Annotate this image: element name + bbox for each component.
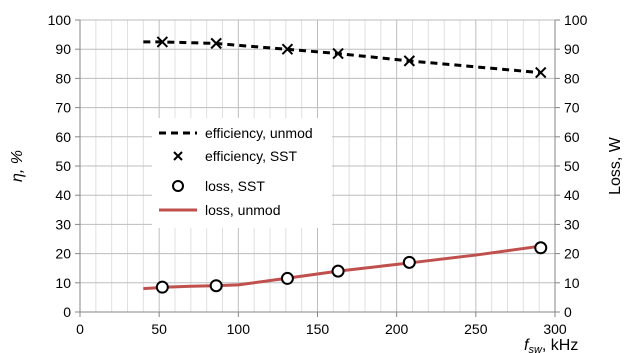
- y-right-tick-label: 0: [564, 304, 572, 320]
- legend-item-efficiency-sst: efficiency, SST: [173, 148, 298, 164]
- x-tick-label: 250: [464, 321, 488, 337]
- y-right-tick-label: 80: [564, 70, 580, 86]
- y-right-tick-label: 50: [564, 158, 580, 174]
- y-right-tick-label: 40: [564, 187, 580, 203]
- x-axis-title-subscript: sw: [528, 344, 543, 353]
- data-point-loss-sst: [534, 241, 548, 255]
- y-right-tick-label: 90: [564, 41, 580, 57]
- data-point-efficiency-sst: [332, 47, 344, 60]
- data-point-loss-sst: [209, 279, 223, 293]
- y-left-tick-label: 40: [55, 187, 71, 203]
- data-point-loss-sst: [155, 280, 169, 294]
- legend-item-efficiency-unmod: efficiency, unmod: [159, 125, 313, 141]
- y-left-tick-label: 70: [55, 100, 71, 116]
- data-point-loss-sst: [280, 271, 294, 285]
- y-right-axis-title: Loss, W: [607, 136, 624, 195]
- data-point-efficiency-sst: [281, 43, 294, 55]
- data-point-loss-sst: [402, 255, 416, 269]
- y-right-tick-label: 10: [564, 275, 580, 291]
- legend-label-efficiency-unmod: efficiency, unmod: [205, 125, 313, 141]
- y-left-tick-label: 10: [55, 275, 71, 291]
- data-point-efficiency-sst: [210, 37, 222, 50]
- legend-swatch-x-marker: [173, 151, 183, 161]
- x-tick-label: 200: [385, 321, 409, 337]
- y-left-tick-label: 0: [63, 304, 71, 320]
- data-point-efficiency-sst: [156, 36, 169, 48]
- legend-item-loss-sst: loss, SST: [172, 178, 265, 194]
- y-left-tick-label: 60: [55, 129, 71, 145]
- x-axis-title-main: f: [524, 337, 530, 353]
- y-left-tick-label: 80: [55, 70, 71, 86]
- legend: efficiency, unmod efficiency, SST loss, …: [152, 118, 332, 228]
- y-left-tick-label: 20: [55, 246, 71, 262]
- x-tick-label: 0: [76, 321, 84, 337]
- y-right-tick-label: 60: [564, 129, 580, 145]
- x-axis-title: fsw, kHz: [524, 337, 578, 353]
- x-tick-label: 100: [227, 321, 251, 337]
- y-right-tick-label: 20: [564, 246, 580, 262]
- x-tick-label: 300: [543, 321, 567, 337]
- x-tick-label: 150: [306, 321, 330, 337]
- y-right-tick-label: 30: [564, 216, 580, 232]
- data-point-efficiency-sst: [535, 66, 547, 79]
- tick-labels: 0 10 20 30 40 50 60 70 80 90 100 0 10 20 30 40 50 60 70 80 9…: [48, 12, 588, 337]
- legend-label-efficiency-sst: efficiency, SST: [205, 148, 298, 164]
- x-axis-title-unit: , kHz: [542, 337, 578, 353]
- legend-item-loss-unmod: loss, unmod: [159, 202, 280, 218]
- legend-swatch-circle-marker: [172, 180, 184, 192]
- data-point-loss-sst: [331, 264, 345, 278]
- x-tick-label: 50: [151, 321, 167, 337]
- axes-layer: [75, 19, 560, 317]
- y-left-axis-title: η, %: [9, 150, 26, 182]
- series-layer: [143, 36, 548, 294]
- data-point-efficiency-sst: [403, 55, 416, 67]
- legend-label-loss-unmod: loss, unmod: [205, 202, 280, 218]
- y-left-tick-label: 50: [55, 158, 71, 174]
- series-line-loss-unmod: [143, 244, 540, 291]
- y-right-tick-label: 70: [564, 100, 580, 116]
- y-right-tick-label: 100: [564, 12, 588, 28]
- y-left-tick-label: 90: [55, 41, 71, 57]
- y-left-tick-label: 100: [48, 12, 72, 28]
- y-left-tick-label: 30: [55, 216, 71, 232]
- legend-label-loss-sst: loss, SST: [205, 178, 265, 194]
